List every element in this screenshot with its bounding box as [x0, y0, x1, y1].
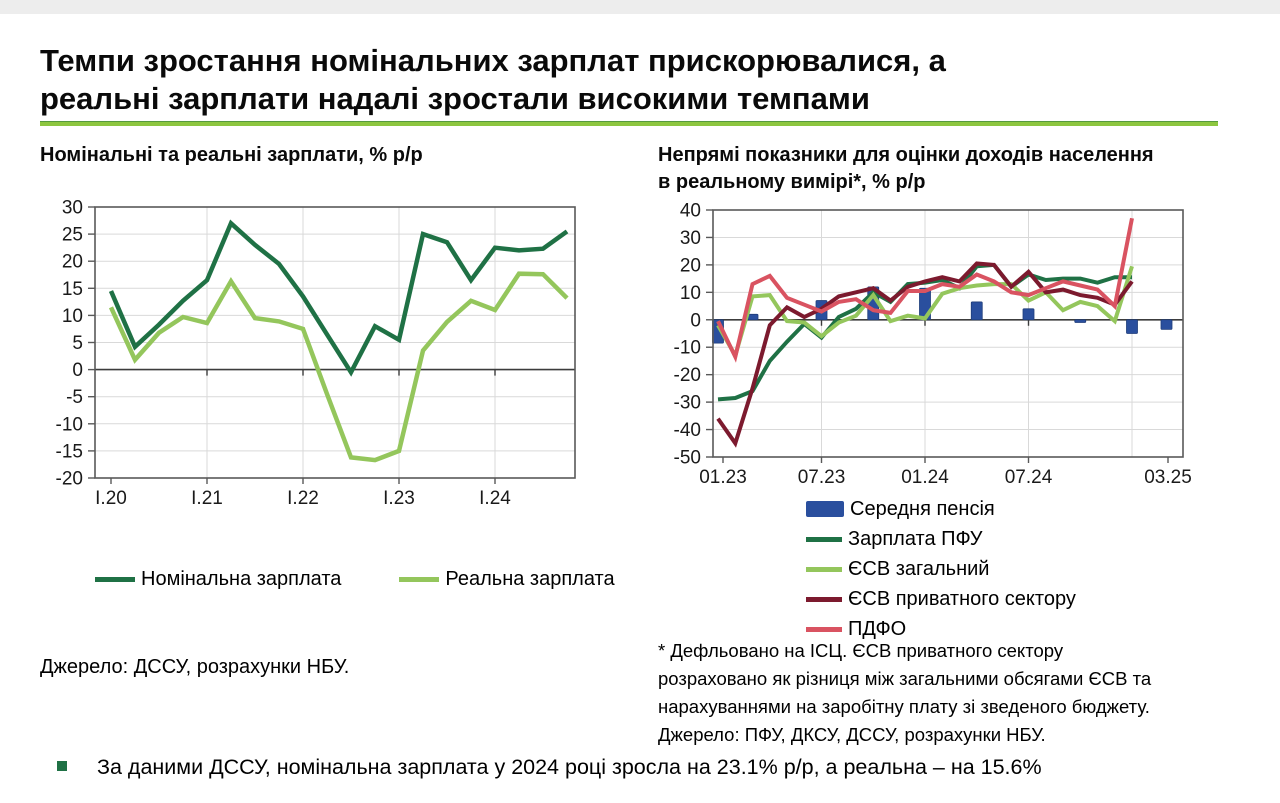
esv-private-line-swatch [806, 596, 842, 602]
pdfo-line-swatch [806, 626, 842, 632]
legend-item-esv-private: ЄСВ приватного сектору [806, 584, 1076, 614]
svg-text:I.23: I.23 [383, 488, 415, 509]
svg-text:I.21: I.21 [191, 488, 223, 509]
wages-line-chart: 30 25 20 15 10 5 0 -5 -10 -15 -20 I.20 I.21 I.22 I.23 I… [56, 198, 576, 509]
top-window-strip [0, 0, 1280, 14]
svg-text:0: 0 [690, 310, 701, 331]
svg-text:07.24: 07.24 [1005, 467, 1053, 488]
svg-text:25: 25 [62, 225, 83, 246]
legend-item-pension: Середня пенсія [806, 494, 1076, 524]
svg-text:40: 40 [680, 201, 701, 222]
legend-item-esv-total: ЄСВ загальний [806, 554, 1076, 584]
svg-text:-40: -40 [674, 420, 701, 441]
legend-label-nominal: Номінальна зарплата [141, 568, 342, 590]
legend-label-pfu-wage: Зарплата ПФУ [848, 527, 983, 550]
legend-label-esv-private: ЄСВ приватного сектору [848, 587, 1076, 610]
real-line-swatch [399, 577, 440, 582]
svg-text:-10: -10 [56, 414, 83, 435]
svg-text:-15: -15 [56, 441, 83, 462]
svg-text:5: 5 [72, 333, 83, 354]
title-underline [40, 121, 1218, 126]
svg-text:I.20: I.20 [95, 488, 127, 509]
left-chart-source: Джерело: ДССУ, розрахунки НБУ. [40, 656, 350, 678]
esv-total-line-swatch [806, 566, 842, 572]
svg-text:03.25: 03.25 [1144, 467, 1192, 488]
pfu-wage-line-swatch [806, 536, 842, 542]
right-chart-footnote: * Дефльовано на ІСЦ. ЄСВ приватного сект… [658, 640, 1152, 745]
svg-text:20: 20 [680, 255, 701, 276]
svg-text:-5: -5 [66, 387, 83, 408]
legend-label-real: Реальна зарплата [445, 568, 615, 590]
svg-text:-10: -10 [674, 338, 701, 359]
svg-text:I.24: I.24 [479, 488, 511, 509]
legend-item-pfu-wage: Зарплата ПФУ [806, 524, 1076, 554]
svg-text:30: 30 [62, 198, 83, 219]
summary-bullet-text: За даними ДССУ, номінальна зарплата у 20… [97, 755, 1042, 779]
svg-text:10: 10 [680, 283, 701, 304]
left-chart-legend: Номінальна зарплата Реальна зарплата [95, 568, 615, 591]
legend-label-esv-total: ЄСВ загальний [848, 557, 990, 580]
svg-text:07.23: 07.23 [798, 467, 846, 488]
svg-text:0: 0 [72, 360, 83, 381]
legend-item-real: Реальна зарплата [399, 568, 615, 591]
svg-text:-50: -50 [674, 448, 701, 469]
summary-bullet-row: За даними ДССУ, номінальна зарплата у 20… [57, 752, 1042, 782]
left-chart-title: Номінальні та реальні зарплати, % р/р [40, 144, 423, 166]
svg-text:15: 15 [62, 279, 83, 300]
svg-text:10: 10 [62, 306, 83, 327]
svg-text:-20: -20 [674, 365, 701, 386]
page-title: Темпи зростання номінальних зарплат прис… [40, 43, 946, 116]
legend-label-pension: Середня пенсія [850, 497, 995, 520]
svg-text:-20: -20 [56, 469, 83, 490]
svg-text:20: 20 [62, 252, 83, 273]
legend-item-nominal: Номінальна зарплата [95, 568, 341, 591]
svg-text:01.24: 01.24 [901, 467, 949, 488]
right-chart-legend: Середня пенсія Зарплата ПФУ ЄСВ загальни… [806, 494, 1076, 644]
svg-text:-30: -30 [674, 393, 701, 414]
nominal-line-swatch [95, 577, 135, 582]
svg-text:I.22: I.22 [287, 488, 319, 509]
legend-label-pdfo: ПДФО [848, 617, 907, 640]
legend-item-pdfo: ПДФО [806, 614, 1076, 644]
svg-text:30: 30 [680, 228, 701, 249]
right-chart-title: Непрямі показники для оцінки доходів нас… [658, 144, 1154, 193]
bullet-square-icon [57, 761, 67, 771]
svg-text:01.23: 01.23 [699, 467, 747, 488]
pension-bar-swatch [806, 501, 844, 517]
